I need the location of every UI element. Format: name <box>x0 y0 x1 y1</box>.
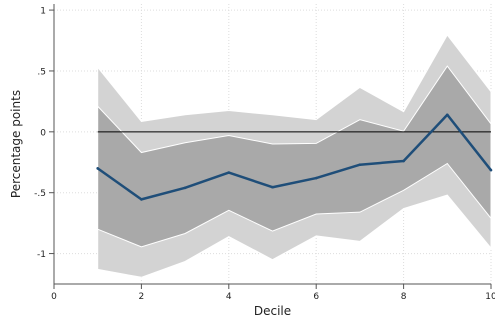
y-tick-label-1: -.5 <box>34 189 46 199</box>
series-point-7 <box>358 163 362 166</box>
series-line-0 <box>96 113 492 201</box>
x-axis-title: Decile <box>254 304 291 318</box>
x-tick-label-1: 2 <box>139 292 145 302</box>
series-point-8 <box>402 159 405 163</box>
inner-confidence-band <box>97 65 492 248</box>
y-tick-label-2: 0 <box>40 128 46 138</box>
series-point-6 <box>314 176 318 180</box>
y-axis-title: Percentage points <box>9 90 23 198</box>
x-tick-label-4: 8 <box>401 292 407 302</box>
x-tick-label-5: 10 <box>485 292 495 302</box>
x-tick-label-2: 4 <box>226 292 232 302</box>
band-layer <box>97 34 492 278</box>
x-tick-label-0: 0 <box>51 292 57 302</box>
series-point-9 <box>446 113 449 117</box>
series-point-10 <box>489 168 493 172</box>
series-point-4 <box>227 171 231 174</box>
series-point-2 <box>140 198 143 201</box>
y-tick-label-0: -1 <box>37 250 46 260</box>
series-point-1 <box>96 167 99 170</box>
axis-layer: -1-.50.510 2 4 6 8 10 <box>34 4 495 302</box>
series-layer <box>96 113 493 201</box>
series-point-5 <box>271 185 274 189</box>
x-tick-label-3: 6 <box>313 292 319 302</box>
y-tick-label-4: 1 <box>40 7 46 17</box>
series-point-3 <box>183 186 187 190</box>
y-tick-label-3: .5 <box>37 67 46 77</box>
